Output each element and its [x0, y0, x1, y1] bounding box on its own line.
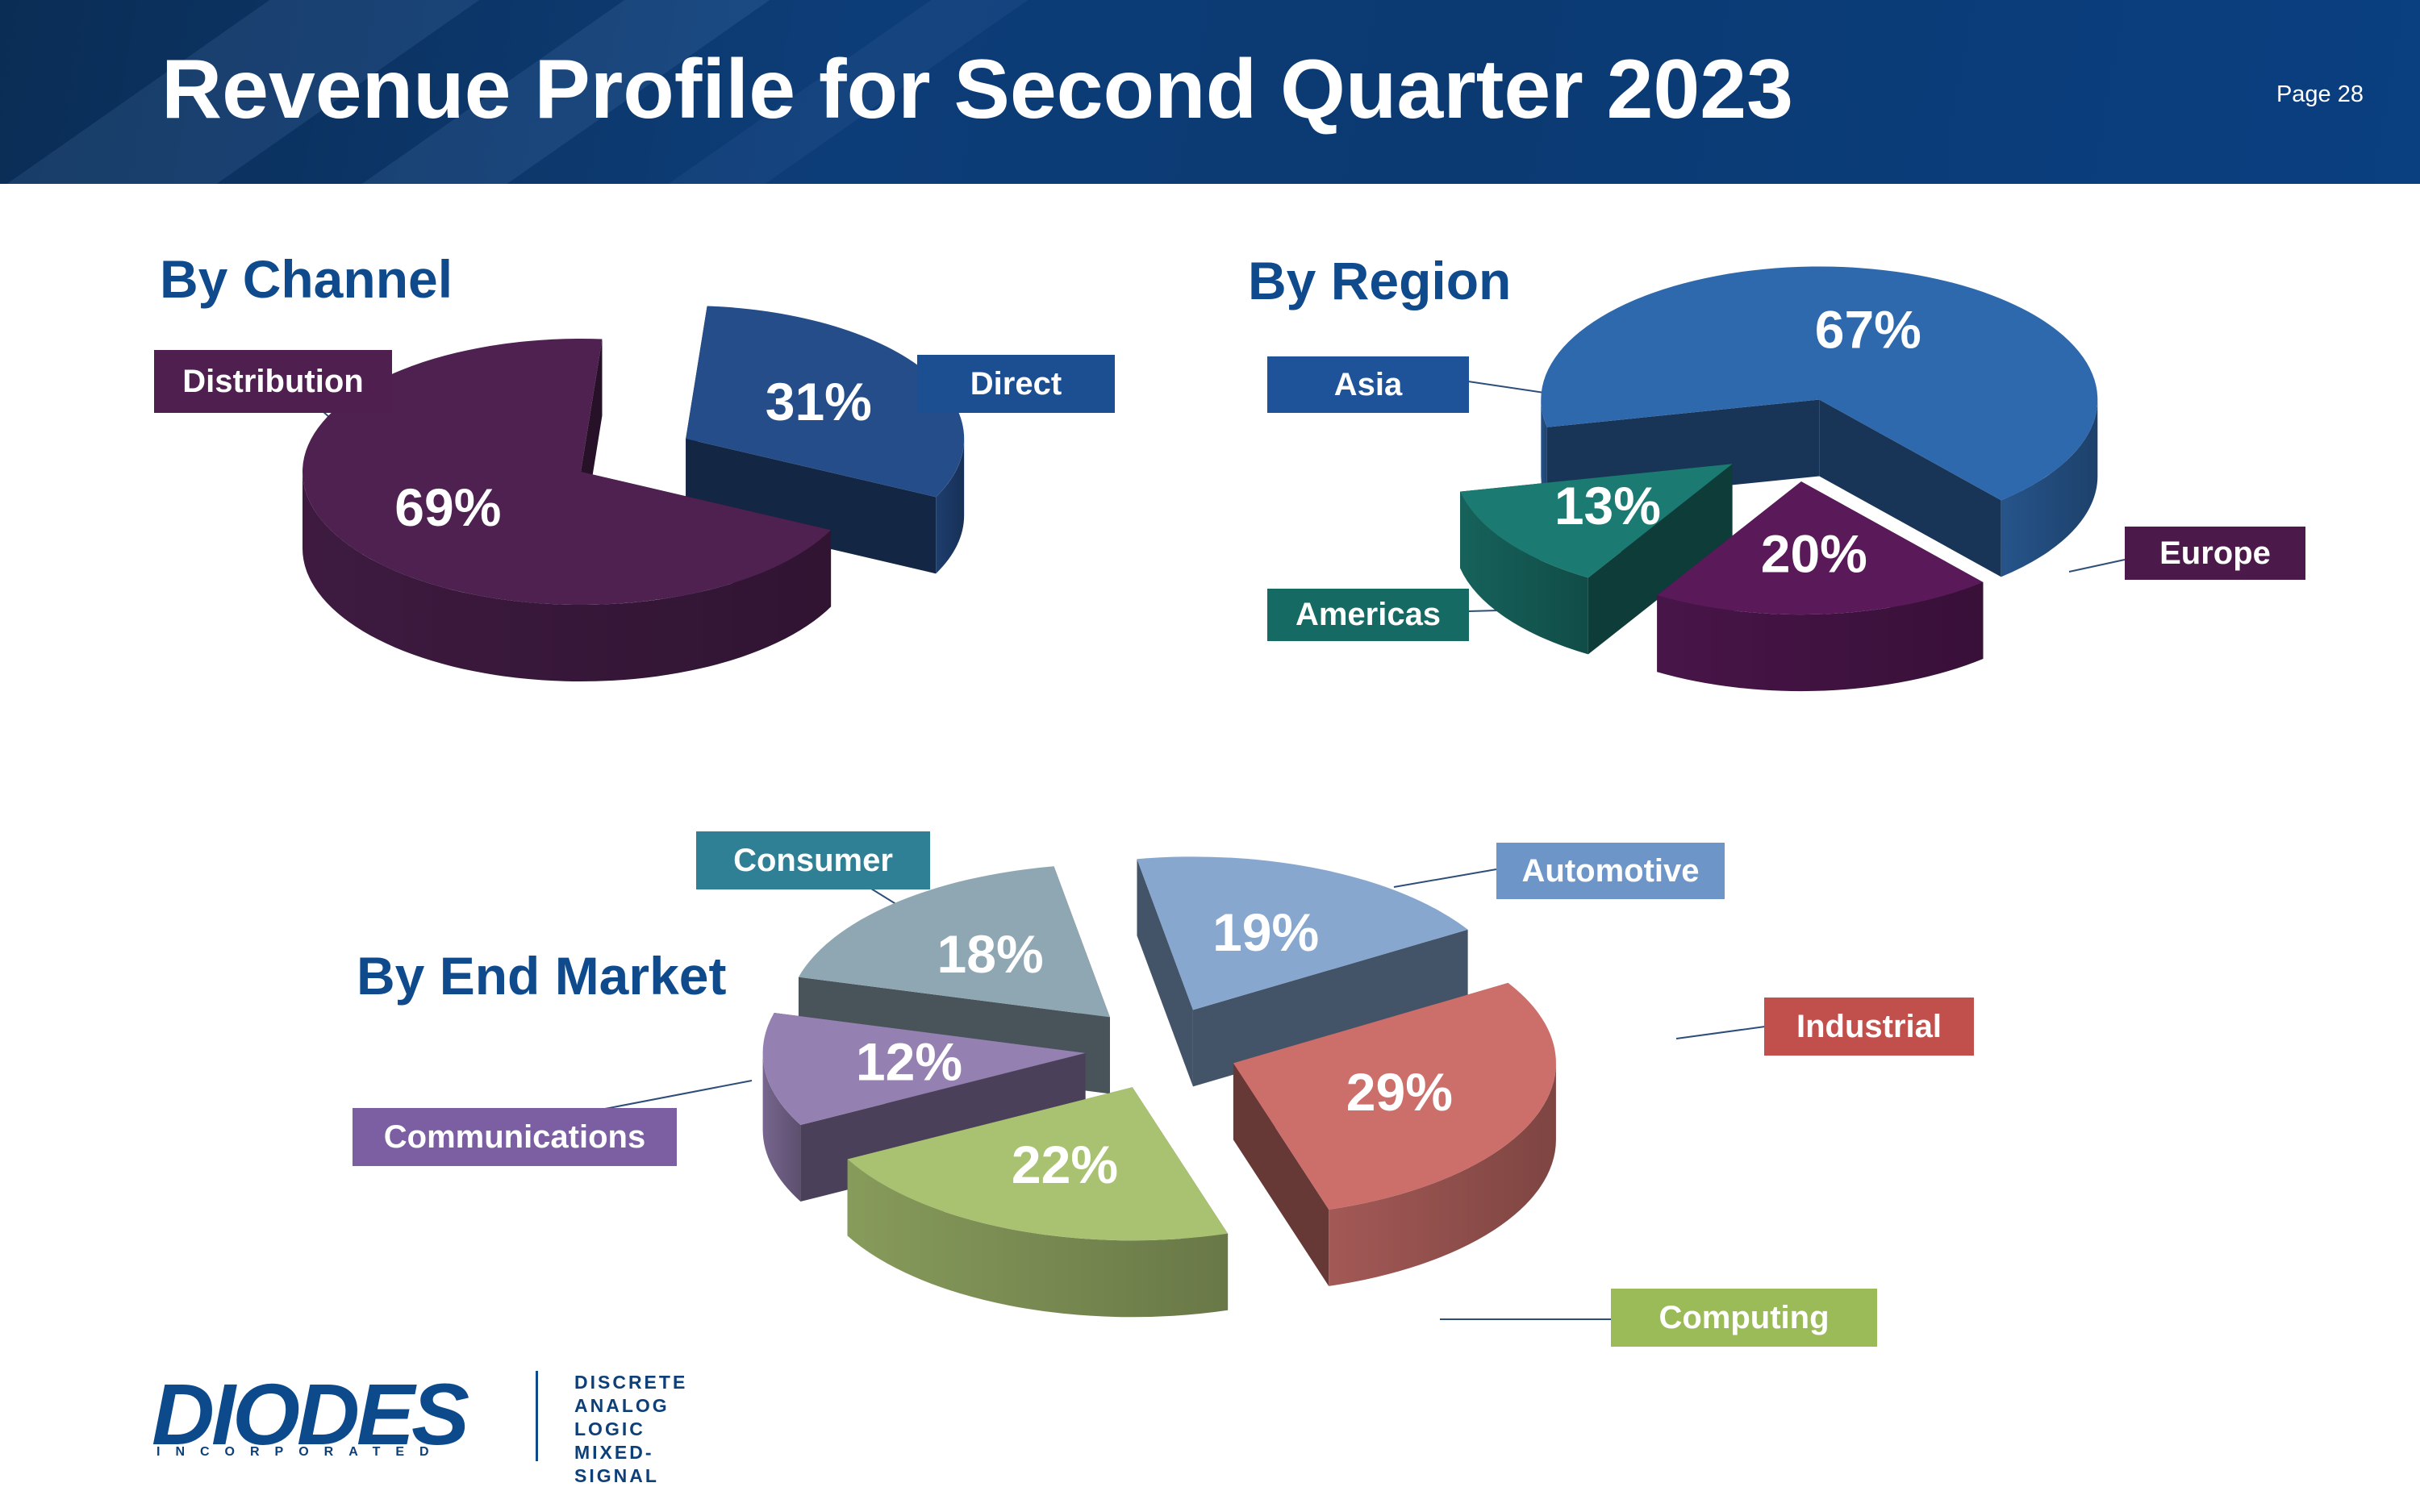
slice-top [1460, 464, 1733, 578]
data-label: 18% [937, 924, 1044, 984]
logo-tagline: DISCRETE ANALOG LOGIC MIXED-SIGNAL [574, 1371, 716, 1488]
logo-line: LOGIC [574, 1418, 645, 1439]
slice-top [1137, 856, 1468, 1010]
data-label: 12% [856, 1031, 962, 1091]
data-label: 13% [1554, 476, 1661, 535]
page-number: Page 28 [2276, 81, 2364, 107]
slice-rim [847, 1159, 1229, 1318]
data-label: 22% [1012, 1135, 1118, 1194]
leader-industrial [1675, 1026, 1766, 1039]
slice-top [1541, 266, 2098, 501]
section-title-channel: By Channel [160, 249, 453, 309]
data-label: 31% [766, 372, 872, 431]
data-label: 67% [1815, 299, 1921, 359]
slice-rim [1657, 581, 1984, 692]
slice-top [762, 1013, 1086, 1126]
logo-divider [536, 1371, 538, 1461]
label-americas: Americas [1267, 589, 1469, 641]
data-label: 29% [1346, 1062, 1453, 1122]
pie-charts: 31% 69% 67% 13% 20% 19% 18% 12% 29% 22% [302, 266, 2098, 1318]
slice-top [1657, 481, 1984, 615]
slice-direct: 31% [686, 306, 965, 574]
slice-top [798, 866, 1110, 1018]
slice-rim [1460, 491, 1588, 655]
slice-wall-end [1819, 399, 2001, 577]
leader-communications [604, 1080, 753, 1110]
slice-wall-end [1233, 1063, 1329, 1286]
slice-top [847, 1087, 1229, 1241]
slice-rim [762, 1052, 801, 1202]
slice-top [1233, 982, 1556, 1210]
pie-by-channel: 31% 69% [302, 306, 965, 682]
slice-top [302, 338, 832, 605]
slice-rim [1329, 1063, 1556, 1286]
slice-industrial: 29% [1233, 982, 1556, 1286]
logo-wordmark: DIODES [152, 1365, 469, 1463]
leader-automotive [1393, 868, 1497, 888]
slice-rim [2001, 399, 2098, 577]
logo-line: MIXED-SIGNAL [574, 1442, 659, 1486]
logo-line: ANALOG [574, 1395, 670, 1416]
label-europe: Europe [2125, 527, 2305, 580]
label-direct: Direct [917, 355, 1115, 413]
slice-rim [936, 438, 965, 574]
data-label: 20% [1761, 523, 1867, 583]
slice-distribution: 69% [302, 338, 832, 682]
pie-by-region: 67% 13% 20% [1460, 266, 2098, 692]
logo-line: DISCRETE [574, 1372, 688, 1393]
slice-europe: 20% [1657, 481, 1984, 692]
slice-wall-end [686, 438, 937, 574]
header-banner: Revenue Profile for Second Quarter 2023 … [0, 0, 2420, 184]
data-label: 69% [394, 477, 501, 537]
diodes-logo: DIODES INCORPORATED DISCRETE ANALOG LOGI… [152, 1365, 716, 1487]
slice-top [686, 306, 965, 498]
slice-automotive: 19% [1137, 856, 1468, 1087]
data-label: 19% [1212, 902, 1319, 962]
label-distribution: Distribution [154, 350, 392, 413]
label-industrial: Industrial [1764, 998, 1974, 1056]
section-title-region: By Region [1248, 251, 1512, 310]
label-asia: Asia [1267, 356, 1469, 413]
slice-computing: 22% [847, 1087, 1229, 1318]
slice-americas: 13% [1460, 464, 1733, 655]
label-computing: Computing [1611, 1289, 1877, 1347]
label-consumer: Consumer [696, 831, 930, 889]
slice-asia: 67% [1541, 266, 2098, 577]
slice-rim [302, 472, 832, 682]
logo-subtitle: INCORPORATED [156, 1445, 444, 1459]
pie-by-end-market: 19% 18% 12% 29% 22% [762, 856, 1556, 1318]
slice-wall-end [1192, 929, 1468, 1087]
slice-wall-start [1137, 859, 1193, 1087]
label-automotive: Automotive [1496, 843, 1725, 899]
label-communications: Communications [353, 1108, 677, 1166]
leader-europe [2068, 559, 2126, 573]
section-title-market: By End Market [357, 946, 727, 1006]
page-title: Revenue Profile for Second Quarter 2023 [161, 43, 1793, 136]
slice-rim [1541, 399, 1547, 504]
